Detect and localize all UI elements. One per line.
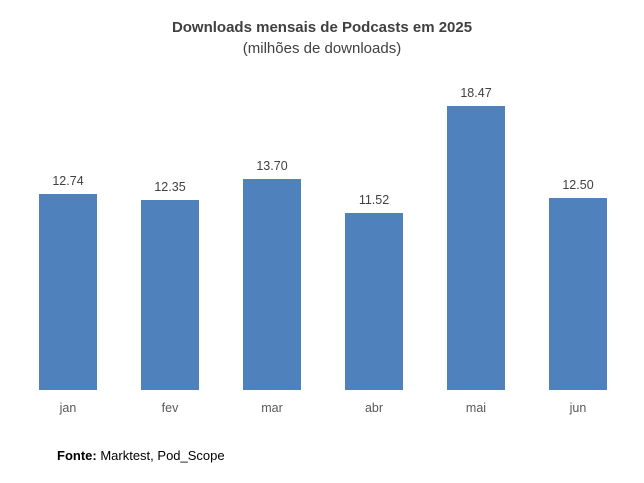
category-label: abr (364, 401, 384, 415)
source-label: Fonte: (57, 448, 97, 463)
bar-value-label: 12.74 (52, 173, 84, 188)
bar-group-abr: 11.52 abr (345, 193, 403, 415)
bar-jan (39, 193, 97, 390)
bar-jun (549, 197, 607, 390)
category-label: mai (465, 401, 487, 415)
bar-group-fev: 12.35 fev (141, 180, 199, 415)
category-label: fev (161, 401, 179, 415)
bar-mai (447, 105, 505, 390)
bar-abr (345, 212, 403, 390)
category-label: mar (261, 401, 283, 415)
bar-value-label: 13.70 (256, 159, 288, 174)
category-label: jun (569, 401, 587, 415)
category-label: jan (59, 401, 77, 415)
bar-value-label: 12.35 (154, 179, 186, 194)
bar-value-label: 18.47 (460, 85, 492, 100)
bar-group-mar: 13.70 mar (243, 159, 301, 415)
chart-title: Downloads mensais de Podcasts em 2025 (171, 19, 473, 36)
chart-subtitle: (milhões de downloads) (242, 40, 402, 57)
bar-value-label: 12.50 (562, 177, 594, 192)
bar-group-jun: 12.50 jun (549, 178, 607, 415)
source-note: Fonte: Marktest, Pod_Scope (57, 448, 225, 463)
bar-group-jan: 12.74 jan (39, 174, 97, 415)
bar-value-label: 11.52 (358, 192, 390, 207)
bar-fev (141, 199, 199, 390)
bar-group-mai: 18.47 mai (447, 86, 505, 415)
plot-area: 12.74 jan 12.35 fev 13.70 mar 11.52 abr 18.47 mai… (39, 82, 609, 415)
source-text: Marktest, Pod_Scope (96, 448, 225, 463)
bar-mar (243, 179, 301, 390)
